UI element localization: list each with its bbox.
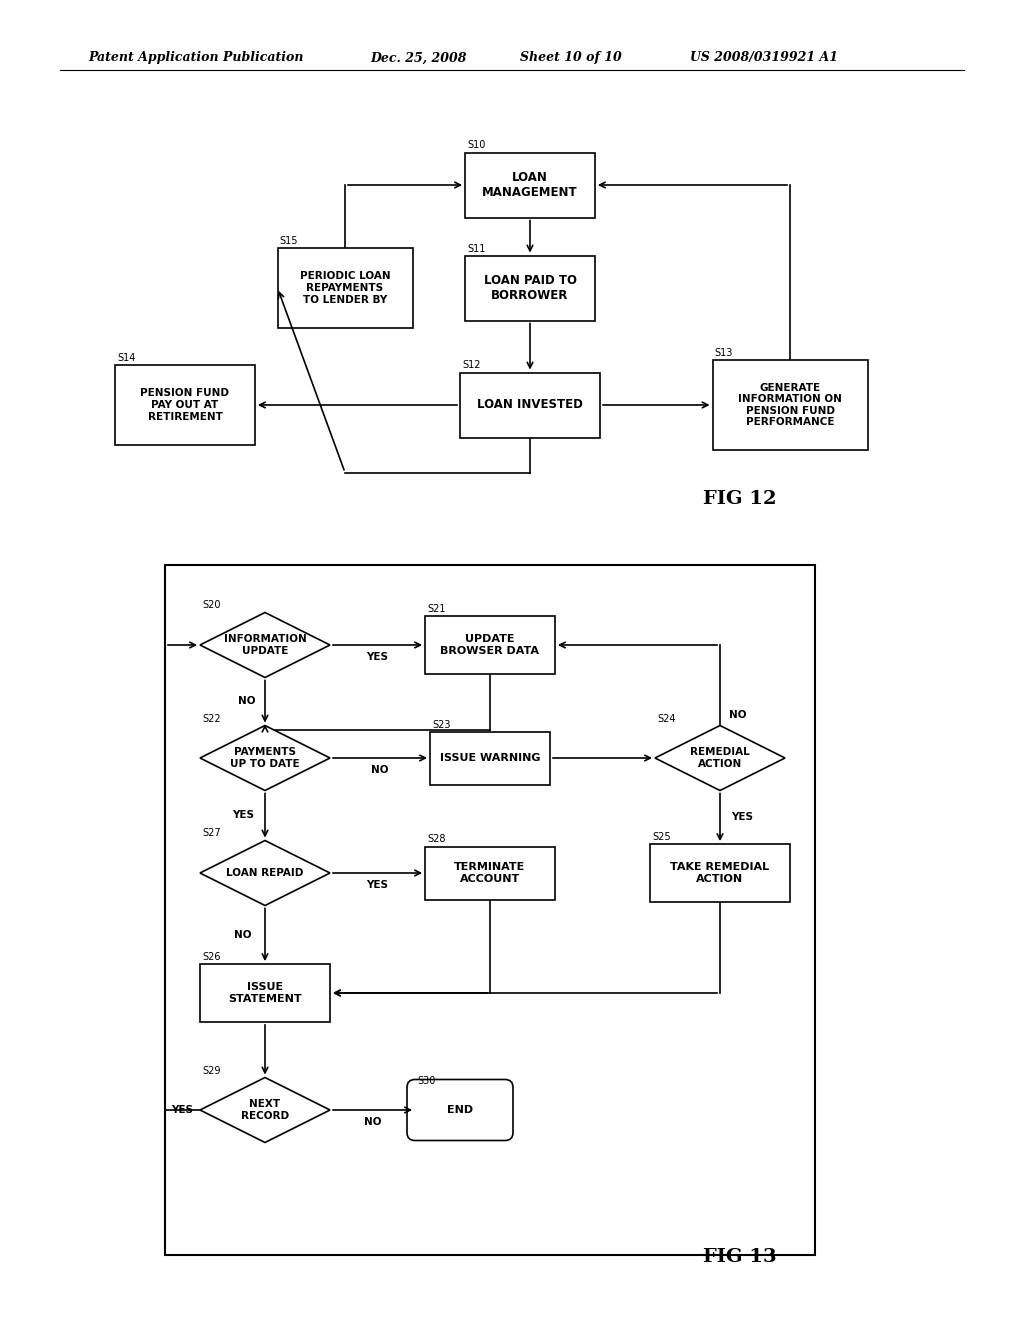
Text: LOAN
MANAGEMENT: LOAN MANAGEMENT — [482, 172, 578, 199]
Text: LOAN PAID TO
BORROWER: LOAN PAID TO BORROWER — [483, 275, 577, 302]
Text: S23: S23 — [432, 719, 451, 730]
FancyBboxPatch shape — [650, 843, 790, 902]
Text: S25: S25 — [652, 832, 671, 842]
Text: S29: S29 — [202, 1065, 220, 1076]
Polygon shape — [200, 726, 330, 791]
Text: NO: NO — [372, 766, 389, 775]
FancyBboxPatch shape — [425, 846, 555, 899]
FancyBboxPatch shape — [430, 731, 550, 784]
Text: FIG 13: FIG 13 — [703, 1247, 777, 1266]
Text: TAKE REMEDIAL
ACTION: TAKE REMEDIAL ACTION — [671, 862, 770, 884]
Polygon shape — [200, 1077, 330, 1143]
Text: S15: S15 — [280, 236, 298, 246]
Text: S30: S30 — [417, 1076, 435, 1085]
Text: YES: YES — [731, 812, 753, 822]
Text: S28: S28 — [427, 834, 445, 845]
Text: S11: S11 — [467, 243, 485, 253]
Text: S26: S26 — [202, 952, 220, 962]
Text: REMEDIAL
ACTION: REMEDIAL ACTION — [690, 747, 750, 768]
FancyBboxPatch shape — [407, 1080, 513, 1140]
Text: LOAN INVESTED: LOAN INVESTED — [477, 399, 583, 412]
Text: S14: S14 — [117, 352, 135, 363]
Text: S22: S22 — [202, 714, 220, 723]
FancyBboxPatch shape — [465, 153, 595, 218]
Text: TERMINATE
ACCOUNT: TERMINATE ACCOUNT — [455, 862, 525, 884]
FancyBboxPatch shape — [460, 372, 600, 437]
Text: ISSUE WARNING: ISSUE WARNING — [439, 752, 541, 763]
Text: END: END — [446, 1105, 473, 1115]
FancyBboxPatch shape — [278, 248, 413, 327]
Text: NEXT
RECORD: NEXT RECORD — [241, 1100, 289, 1121]
Text: Patent Application Publication: Patent Application Publication — [88, 51, 303, 65]
Polygon shape — [655, 726, 785, 791]
Text: Sheet 10 of 10: Sheet 10 of 10 — [520, 51, 622, 65]
Text: YES: YES — [171, 1105, 193, 1115]
Text: NO: NO — [364, 1117, 381, 1127]
FancyBboxPatch shape — [425, 616, 555, 675]
FancyBboxPatch shape — [200, 964, 330, 1022]
Text: LOAN REPAID: LOAN REPAID — [226, 869, 304, 878]
FancyBboxPatch shape — [713, 360, 867, 450]
Text: S12: S12 — [462, 360, 480, 371]
Text: ISSUE
STATEMENT: ISSUE STATEMENT — [228, 982, 302, 1003]
Text: YES: YES — [367, 652, 388, 663]
Text: PERIODIC LOAN
REPAYMENTS
TO LENDER BY: PERIODIC LOAN REPAYMENTS TO LENDER BY — [300, 272, 390, 305]
Text: FIG 12: FIG 12 — [703, 490, 777, 508]
Text: S27: S27 — [202, 829, 220, 838]
Text: GENERATE
INFORMATION ON
PENSION FUND
PERFORMANCE: GENERATE INFORMATION ON PENSION FUND PER… — [738, 383, 842, 428]
Text: S24: S24 — [657, 714, 676, 723]
Text: NO: NO — [729, 710, 746, 721]
FancyBboxPatch shape — [115, 366, 255, 445]
Text: YES: YES — [232, 810, 254, 821]
Text: US 2008/0319921 A1: US 2008/0319921 A1 — [690, 51, 838, 65]
Text: PAYMENTS
UP TO DATE: PAYMENTS UP TO DATE — [230, 747, 300, 768]
Polygon shape — [200, 841, 330, 906]
Text: Dec. 25, 2008: Dec. 25, 2008 — [370, 51, 467, 65]
Text: INFORMATION
UPDATE: INFORMATION UPDATE — [223, 634, 306, 656]
Text: NO: NO — [234, 929, 252, 940]
Text: S13: S13 — [715, 348, 733, 358]
Text: YES: YES — [367, 880, 388, 890]
Text: PENSION FUND
PAY OUT AT
RETIREMENT: PENSION FUND PAY OUT AT RETIREMENT — [140, 388, 229, 421]
Text: NO: NO — [239, 697, 256, 706]
Text: S10: S10 — [467, 140, 485, 150]
FancyBboxPatch shape — [465, 256, 595, 321]
Polygon shape — [200, 612, 330, 677]
Text: S20: S20 — [202, 601, 220, 610]
Text: UPDATE
BROWSER DATA: UPDATE BROWSER DATA — [440, 634, 540, 656]
Text: S21: S21 — [427, 605, 445, 614]
